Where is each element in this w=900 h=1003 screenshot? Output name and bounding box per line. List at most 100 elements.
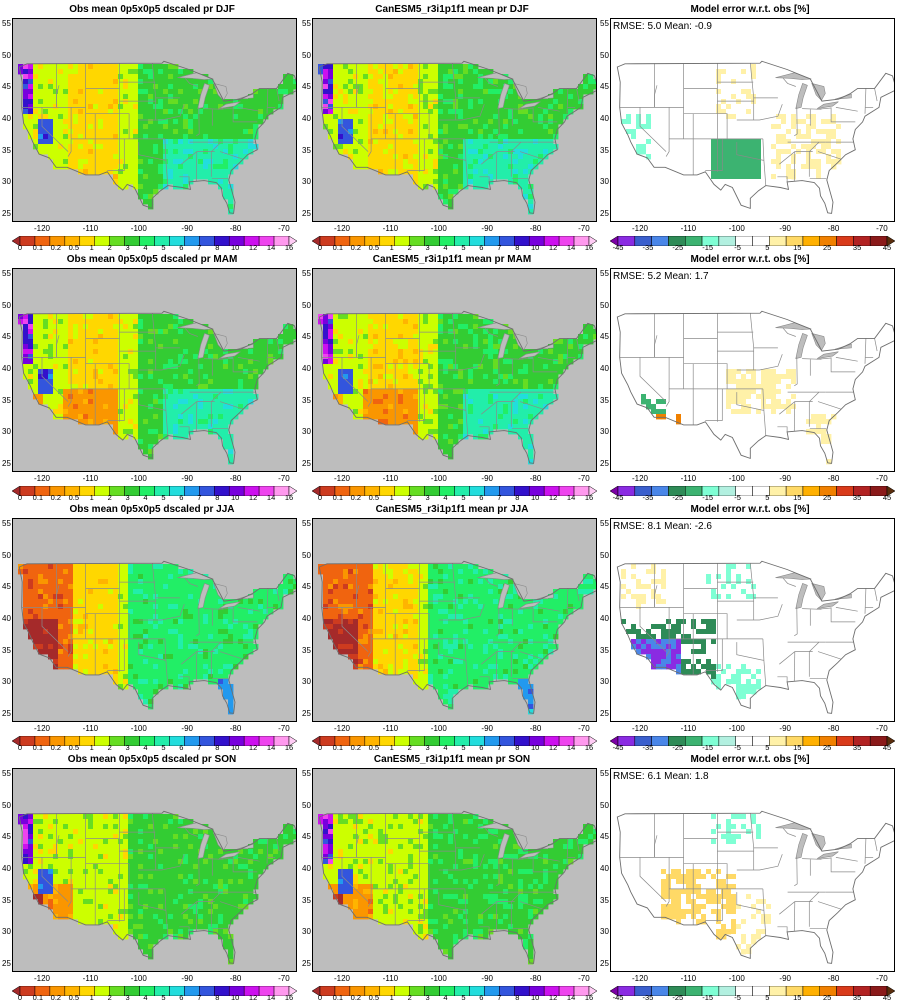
- grid-cell: [423, 79, 428, 84]
- grid-cell: [378, 354, 383, 359]
- grid-cell: [518, 114, 523, 119]
- grid-cell: [478, 139, 483, 144]
- grid-cell: [118, 394, 123, 399]
- grid-cell: [163, 414, 168, 419]
- grid-cell: [631, 124, 636, 129]
- grid-cell: [163, 329, 168, 334]
- grid-cell: [223, 169, 228, 174]
- grid-cell: [821, 114, 826, 119]
- grid-cell: [218, 409, 223, 414]
- grid-cell: [223, 189, 228, 194]
- grid-cell: [233, 159, 238, 164]
- grid-cell: [418, 344, 423, 349]
- grid-cell: [233, 144, 238, 149]
- grid-cell: [398, 319, 403, 324]
- grid-cell: [333, 314, 338, 319]
- grid-cell: [353, 314, 358, 319]
- grid-cell: [33, 339, 38, 344]
- grid-cell: [323, 89, 328, 94]
- grid-cell: [148, 139, 153, 144]
- grid-cell: [631, 134, 636, 139]
- grid-cell: [53, 99, 58, 104]
- grid-cell: [433, 104, 438, 109]
- grid-cell: [756, 84, 761, 89]
- grid-cell: [353, 79, 358, 84]
- grid-cell: [168, 384, 173, 389]
- grid-cell: [493, 344, 498, 349]
- grid-cell: [203, 374, 208, 379]
- grid-cell: [453, 184, 458, 189]
- grid-cell: [128, 329, 133, 334]
- grid-cell: [831, 114, 836, 119]
- grid-cell: [208, 404, 213, 409]
- grid-cell: [163, 94, 168, 99]
- grid-cell: [118, 324, 123, 329]
- grid-cell: [88, 399, 93, 404]
- grid-cell: [208, 94, 213, 99]
- grid-cell: [168, 429, 173, 434]
- grid-cell: [378, 319, 383, 324]
- grid-cell: [208, 139, 213, 144]
- grid-cell: [513, 114, 518, 119]
- grid-cell: [408, 329, 413, 334]
- grid-cell: [448, 139, 453, 144]
- grid-cell: [403, 319, 408, 324]
- grid-cell: [736, 84, 741, 89]
- grid-cell: [258, 349, 263, 354]
- grid-cell: [138, 414, 143, 419]
- grid-cell: [328, 99, 333, 104]
- grid-cell: [78, 339, 83, 344]
- grid-cell: [548, 134, 553, 139]
- grid-cell: [163, 324, 168, 329]
- grid-cell: [671, 139, 676, 144]
- grid-cell: [33, 94, 38, 99]
- grid-cell: [876, 89, 881, 94]
- grid-cell: [721, 89, 726, 94]
- grid-cell: [43, 64, 48, 69]
- grid-cell: [148, 109, 153, 114]
- grid-cell: [573, 354, 578, 359]
- grid-cell: [103, 149, 108, 154]
- grid-cell: [721, 144, 726, 149]
- grid-cell: [353, 84, 358, 89]
- grid-cell: [68, 84, 73, 89]
- grid-cell: [53, 324, 58, 329]
- grid-cell: [741, 99, 746, 104]
- grid-cell: [158, 324, 163, 329]
- grid-cell: [666, 139, 671, 144]
- grid-cell: [178, 394, 183, 399]
- grid-cell: [43, 329, 48, 334]
- grid-cell: [48, 364, 53, 369]
- grid-cell: [243, 384, 248, 389]
- grid-cell: [438, 89, 443, 94]
- grid-cell: [553, 144, 558, 149]
- grid-cell: [68, 109, 73, 114]
- grid-cell: [513, 354, 518, 359]
- grid-cell: [358, 349, 363, 354]
- grid-cell: [583, 339, 588, 344]
- grid-cell: [403, 159, 408, 164]
- lon-tick-label: -120: [30, 474, 54, 483]
- grid-cell: [213, 164, 218, 169]
- grid-cell: [58, 399, 63, 404]
- grid-cell: [143, 189, 148, 194]
- grid-cell: [448, 84, 453, 89]
- grid-cell: [223, 369, 228, 374]
- grid-cell: [666, 104, 671, 109]
- grid-cell: [218, 124, 223, 129]
- grid-cell: [408, 94, 413, 99]
- grid-cell: [148, 344, 153, 349]
- grid-cell: [691, 129, 696, 134]
- grid-cell: [78, 64, 83, 69]
- grid-cell: [133, 164, 138, 169]
- grid-cell: [811, 99, 816, 104]
- grid-cell: [363, 144, 368, 149]
- grid-cell: [143, 399, 148, 404]
- grid-cell: [676, 89, 681, 94]
- grid-cell: [33, 374, 38, 379]
- grid-cell: [93, 349, 98, 354]
- grid-cell: [478, 134, 483, 139]
- grid-cell: [108, 369, 113, 374]
- grid-cell: [63, 324, 68, 329]
- grid-cell: [53, 129, 58, 134]
